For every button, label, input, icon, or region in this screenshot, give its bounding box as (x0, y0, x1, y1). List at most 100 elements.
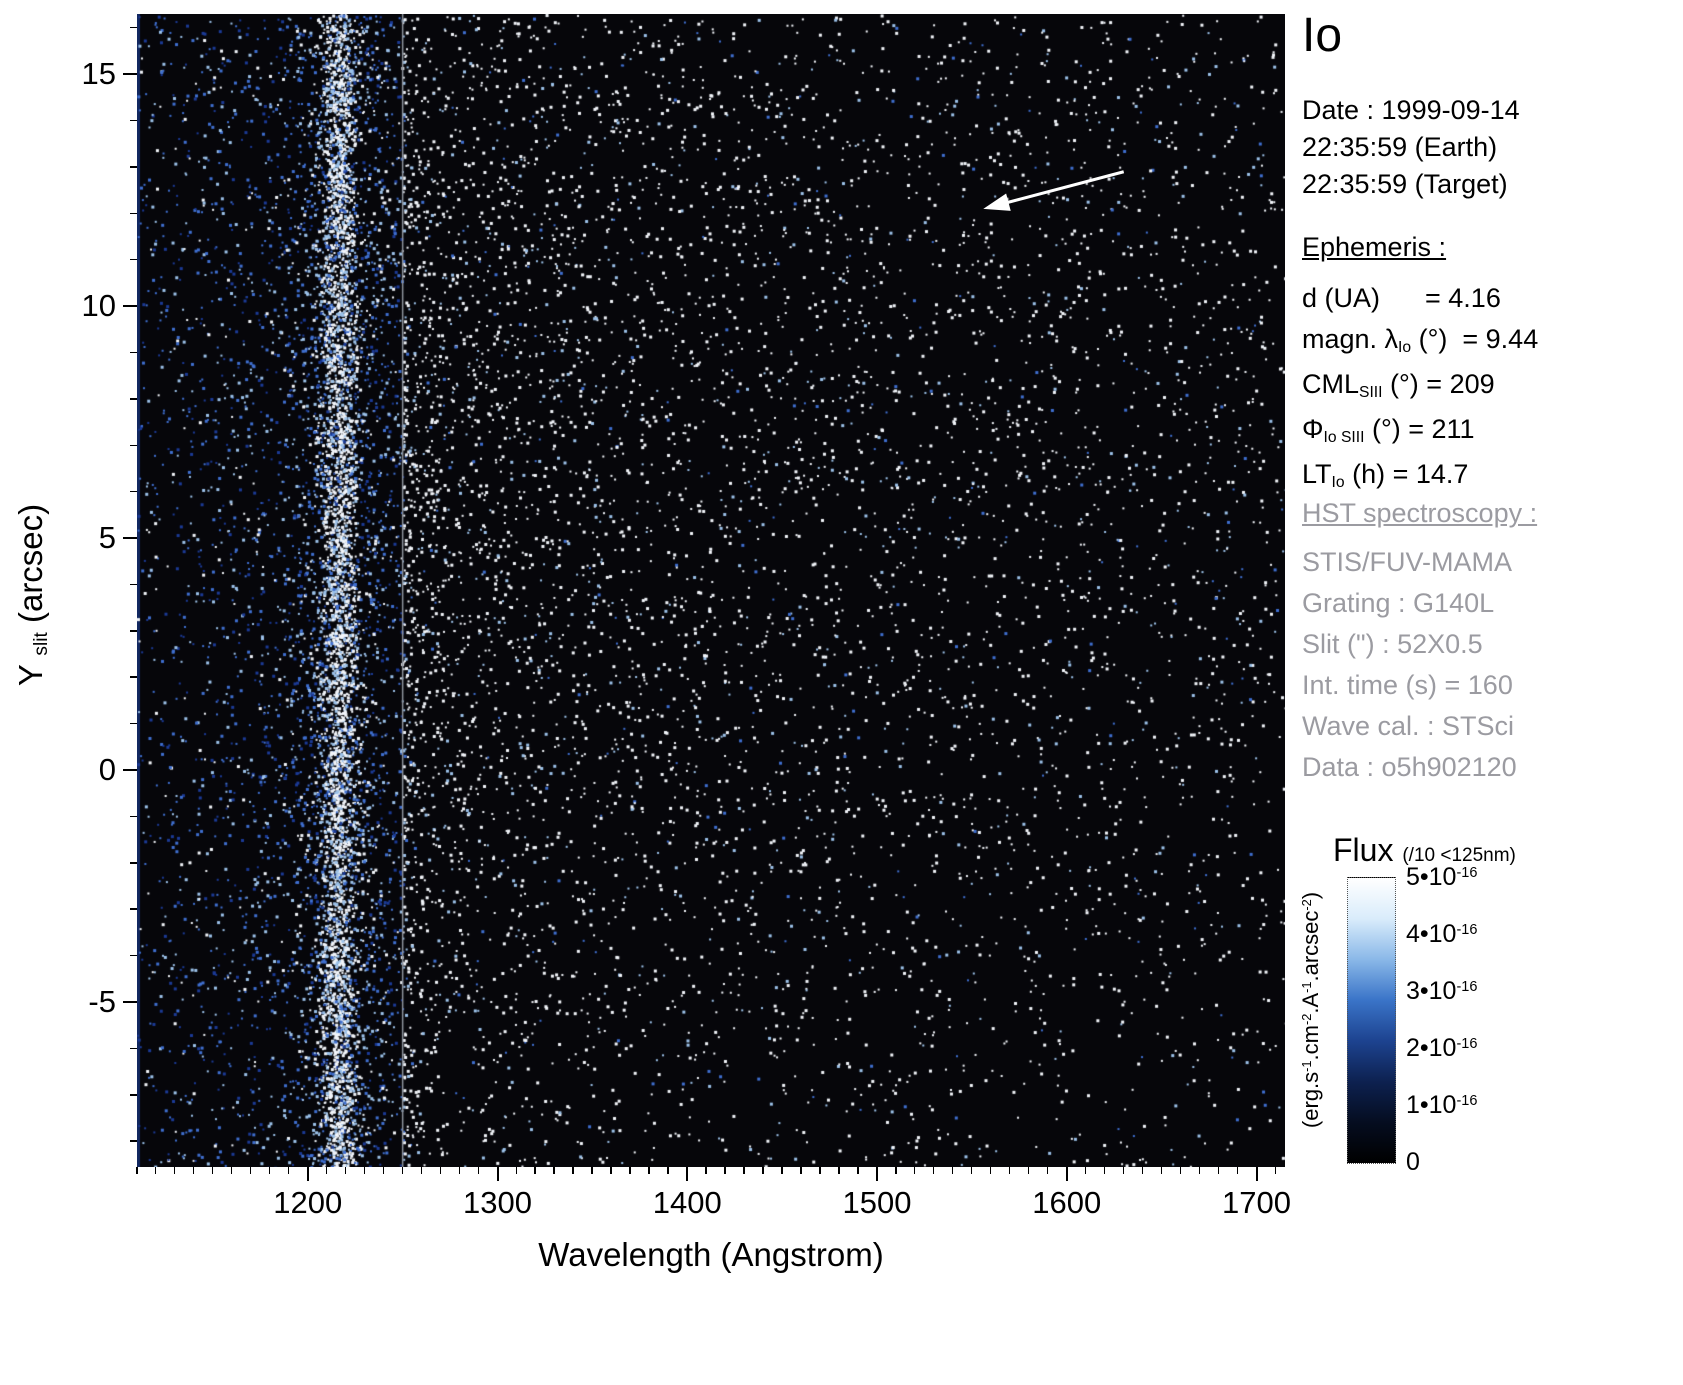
x-minor-tick (382, 1167, 385, 1174)
hst-line: Wave cal. : STSci (1302, 711, 1515, 741)
io-position-arrow-head (983, 193, 1011, 211)
y-minor-tick (130, 583, 137, 586)
y-axis-tick-labels: -5 0 5 10 15 (20, 14, 116, 1167)
x-minor-tick (1084, 1167, 1087, 1174)
x-minor-tick (648, 1167, 650, 1174)
date-line: 22:35:59 (Target) (1302, 169, 1508, 199)
x-tick-label: 1300 (463, 1185, 532, 1220)
date-line: 22:35:59 (Earth) (1302, 132, 1498, 162)
y-minor-tick (130, 722, 137, 725)
x-minor-tick (629, 1167, 631, 1174)
x-major-tick (496, 1167, 499, 1181)
y-tick-label: 5 (98, 520, 116, 556)
x-major-tick (1255, 1167, 1258, 1181)
hst-line: Slit (") : 52X0.5 (1302, 629, 1483, 659)
x-minor-tick (970, 1167, 973, 1174)
y-major-tick (123, 73, 137, 76)
x-axis-tick-labels: 1200 1300 1400 1500 1600 1700 (137, 1185, 1291, 1225)
x-minor-tick (325, 1167, 328, 1174)
x-tick-label: 1400 (652, 1185, 722, 1220)
y-minor-tick (130, 212, 137, 214)
x-minor-tick (268, 1167, 271, 1174)
ephemeris-line: d (UA) = 4.16 (1302, 283, 1501, 313)
y-minor-tick (130, 954, 137, 957)
x-minor-tick (344, 1167, 347, 1174)
ephemeris-line: magn. λIo (°) = 9.44 (1302, 324, 1539, 357)
x-minor-tick (1217, 1167, 1220, 1174)
x-minor-tick (211, 1167, 214, 1174)
hst-line: Grating : G140L (1302, 588, 1495, 618)
ephemeris-line: LTIo (h) = 14.7 (1302, 459, 1469, 492)
x-major-tick (876, 1167, 879, 1181)
x-minor-tick (401, 1167, 404, 1174)
x-minor-tick (420, 1167, 423, 1174)
hst-line: STIS/FUV-MAMA (1302, 547, 1513, 577)
x-major-tick (1065, 1167, 1068, 1181)
x-minor-tick (895, 1167, 897, 1174)
x-major-tick (686, 1167, 689, 1181)
date-line: Date : 1999-09-14 (1302, 95, 1520, 125)
colorbar-tick-label: 0 (1406, 1148, 1420, 1176)
colorbar-tick-label: 1•10-16 (1406, 1091, 1478, 1119)
x-minor-tick (1179, 1167, 1182, 1174)
y-axis-title: Y slit (arcsec) (12, 503, 53, 687)
y-tick-label: 0 (98, 752, 116, 788)
x-minor-tick (1103, 1167, 1106, 1174)
x-minor-tick (1236, 1167, 1239, 1174)
y-minor-tick (130, 815, 137, 818)
x-minor-tick (913, 1167, 916, 1174)
x-minor-tick (989, 1167, 992, 1174)
y-minor-tick (130, 351, 137, 354)
x-minor-tick (572, 1167, 574, 1174)
y-minor-tick (130, 630, 137, 632)
x-minor-tick (249, 1167, 252, 1174)
y-minor-tick (130, 398, 137, 400)
y-major-tick (123, 769, 137, 772)
x-tick-label: 1500 (842, 1185, 912, 1220)
x-minor-tick (800, 1167, 802, 1174)
x-minor-tick (515, 1167, 517, 1174)
x-tick-label: 1600 (1032, 1185, 1102, 1220)
spectral-image-plot (137, 14, 1285, 1167)
x-minor-tick (781, 1167, 783, 1174)
x-minor-tick (458, 1167, 461, 1174)
x-minor-tick (1141, 1167, 1144, 1174)
ephemeris-values: d (UA) = 4.16 magn. λIo (°) = 9.44 CMLSIII… (1302, 278, 1538, 499)
colorbar-tick-labels: 5•10-16 4•10-16 3•10-16 2•10-16 1•10-16 0 (1406, 863, 1556, 1177)
observation-dates: Date : 1999-09-14 22:35:59 (Earth) 22:35:5… (1302, 92, 1520, 203)
x-minor-tick (1008, 1167, 1011, 1174)
x-minor-tick (230, 1167, 233, 1174)
y-minor-tick (130, 490, 137, 493)
x-minor-tick (477, 1167, 480, 1174)
x-major-tick (306, 1167, 309, 1181)
colorbar-unit-label: (erg.s-1.cm-2.A-1.arcsec-2) (1298, 891, 1323, 1129)
x-minor-tick (610, 1167, 612, 1174)
x-minor-tick (1122, 1167, 1125, 1174)
x-minor-tick (439, 1167, 442, 1174)
x-minor-tick (192, 1167, 195, 1174)
x-axis-title: Wavelength (Angstrom) (538, 1236, 884, 1273)
y-minor-tick (130, 119, 137, 122)
x-axis-ticks (136, 1167, 1285, 1185)
x-tick-label: 1700 (1222, 1185, 1292, 1220)
y-minor-tick (130, 862, 137, 864)
y-major-tick (123, 305, 137, 308)
x-minor-tick (1274, 1167, 1276, 1174)
y-major-tick (123, 537, 137, 540)
x-minor-tick (1027, 1167, 1030, 1174)
x-minor-tick (363, 1167, 366, 1174)
x-minor-tick (553, 1167, 555, 1174)
flux-label: Flux (1333, 832, 1394, 868)
x-minor-tick (762, 1167, 764, 1174)
x-minor-tick (534, 1167, 536, 1174)
x-minor-tick (857, 1167, 859, 1174)
x-minor-tick (932, 1167, 935, 1174)
y-minor-tick (130, 166, 137, 168)
y-tick-label: 10 (81, 288, 116, 324)
hst-line: Data : o5h902120 (1302, 752, 1517, 782)
x-minor-tick (819, 1167, 821, 1174)
y-minor-tick (130, 1140, 137, 1142)
hst-line: Int. time (s) = 160 (1302, 670, 1513, 700)
x-minor-tick (951, 1167, 954, 1174)
